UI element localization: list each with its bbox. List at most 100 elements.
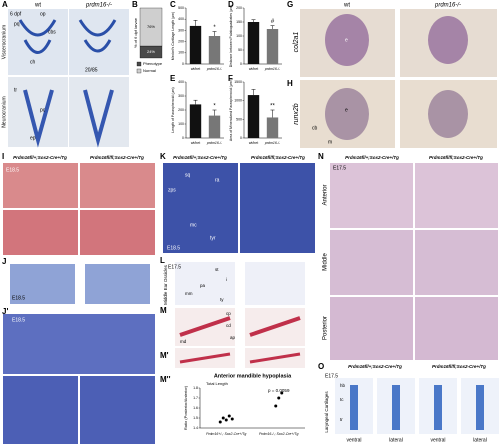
photo [85, 264, 150, 304]
label: i [226, 277, 227, 282]
panel-label: C [170, 0, 176, 9]
legend-label: Phenotype [143, 61, 163, 66]
label: pq [14, 21, 20, 27]
photo [240, 163, 315, 253]
label: runx2b [293, 103, 300, 125]
dot [230, 417, 234, 421]
label: Prdm16fl/fl;Sox2-Cre+/Tg [429, 155, 483, 160]
label: Prdm16fl/fl;Sox2-Cre+/Tg [432, 364, 486, 369]
label: wt [343, 3, 350, 9]
photo [330, 230, 413, 295]
significance: # [271, 19, 275, 25]
photo [80, 163, 155, 208]
label: 20/85 [85, 67, 98, 73]
photo [10, 264, 75, 304]
photo [8, 9, 68, 75]
bar [247, 95, 260, 138]
label: tr [14, 87, 17, 93]
label: tr [340, 417, 343, 422]
label: Area of Mineralized Parasphenoid (µm²) [229, 79, 233, 141]
label: Length of Parasphenoid (µm) [171, 87, 175, 132]
label: zps [168, 187, 176, 193]
panel-label: F [228, 74, 233, 83]
bar [266, 117, 279, 138]
photo [3, 210, 78, 255]
photos [3, 9, 499, 444]
panel-label: M'' [160, 375, 171, 384]
significance: * [213, 104, 216, 110]
label: Prdm16fl/+;Sox2-Cre+/Tg [348, 364, 402, 369]
panel-label: M' [160, 351, 169, 360]
mandible [179, 316, 301, 337]
chart-title: Anterior mandible hypoplasia [214, 373, 292, 379]
bar [189, 104, 202, 138]
dot [280, 391, 284, 395]
cartilage [23, 89, 114, 148]
label: lateral [389, 437, 403, 443]
label: Middle Ear Ossicles [163, 264, 168, 305]
photo [80, 376, 155, 444]
panel-label: A [2, 0, 8, 9]
label: E18.5 [12, 317, 25, 323]
label: E17.5 [325, 373, 338, 379]
y-tick-label: 200 [178, 108, 184, 112]
significance: * [213, 25, 216, 31]
photo [175, 262, 235, 305]
label: Distance between Palatoquadrates (µm) [229, 5, 233, 68]
label: % of 6 dpf larvae [133, 17, 138, 48]
panel-label: D [228, 0, 234, 9]
label: E18.5 [12, 295, 25, 301]
label: mm [185, 291, 193, 296]
legend-swatch [136, 68, 142, 74]
y-tick-label: 50 [238, 48, 242, 52]
label: prdm16-/- [434, 3, 461, 9]
panel-label: N [318, 152, 324, 161]
y-tick-label: 1.8 [193, 386, 198, 390]
bar [208, 115, 221, 138]
dot [274, 404, 278, 408]
label: prdm16-/- [85, 3, 112, 9]
y-tick-label: 200 [178, 40, 184, 44]
panel-label: E [170, 74, 176, 83]
dot [277, 396, 281, 400]
label: Posterior [323, 316, 329, 340]
y-tick-label: 0 [182, 62, 184, 66]
label: Prdm16fl/+;Sox2-Cre+/Tg [13, 155, 67, 160]
x-tick-label: wt/het [249, 141, 258, 145]
x-tick-label: wt/het [191, 141, 200, 145]
panel-label: J [2, 257, 6, 266]
y-tick-label: 1.6 [193, 406, 198, 410]
y-tick-label: 100 [236, 34, 242, 38]
y-tick-label: 1.4 [193, 426, 198, 430]
photo [3, 314, 155, 374]
label: Prdm16fl/+;Sox2-Cre+/Tg [173, 155, 227, 160]
label: st [215, 267, 219, 272]
dot [218, 420, 222, 424]
bar [247, 22, 260, 64]
panel-label: G [287, 0, 293, 9]
panel-label: J' [2, 307, 8, 316]
bar [266, 29, 279, 64]
label: ventral [430, 437, 445, 443]
label: pc [40, 107, 46, 113]
photo [330, 297, 413, 360]
label: E17.5 [168, 264, 181, 270]
y-tick-label: 100 [178, 51, 184, 55]
significance: ** [270, 104, 275, 110]
value-label: 24% [147, 49, 155, 54]
stain [325, 14, 369, 66]
label: Meckel's Cartilage Length (µm) [171, 12, 175, 60]
label: cp [226, 311, 231, 316]
y-tick-label: 400 [178, 80, 184, 84]
label: op [40, 11, 46, 17]
label: 6 dpf [10, 11, 22, 17]
label: cd [226, 323, 231, 328]
label: Middle [323, 253, 329, 271]
label: Prdm16fl/+;Sox2-Cre+/Tg [345, 155, 399, 160]
x-tick-label: prdm16-/- [264, 67, 281, 71]
label: wt [34, 3, 41, 9]
label: tc [340, 397, 344, 402]
cartilage [18, 19, 117, 54]
